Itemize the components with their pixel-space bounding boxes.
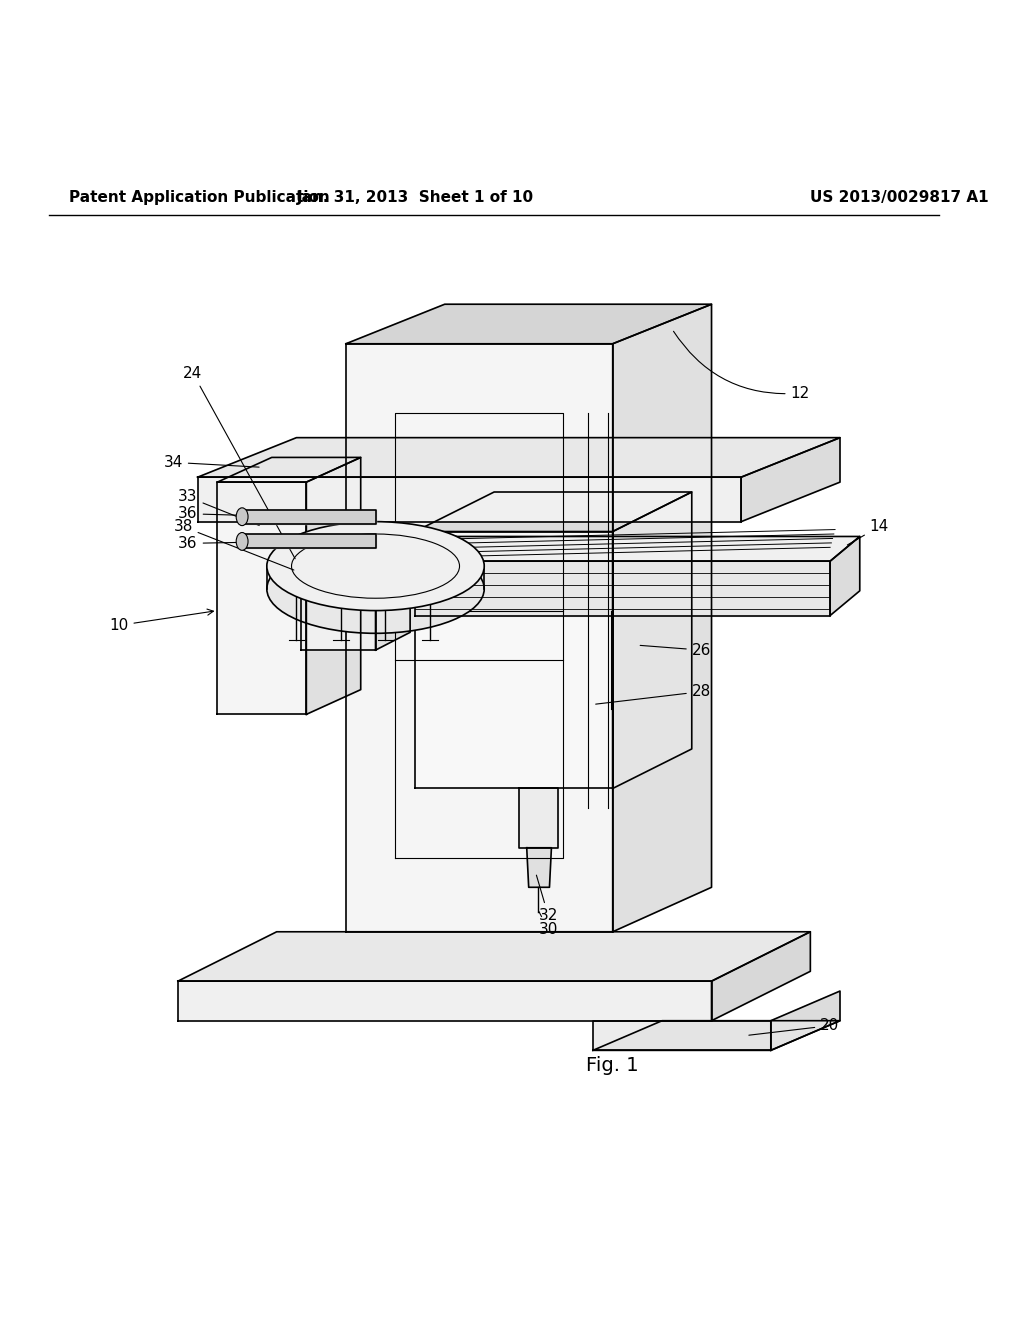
Text: 30: 30 (539, 912, 558, 937)
Ellipse shape (237, 532, 248, 550)
Polygon shape (301, 564, 411, 581)
Polygon shape (376, 564, 411, 651)
Text: 36: 36 (178, 507, 289, 521)
Polygon shape (346, 304, 712, 343)
Ellipse shape (237, 508, 248, 525)
Text: 34: 34 (164, 455, 259, 470)
Polygon shape (415, 561, 830, 615)
Polygon shape (242, 510, 376, 524)
Polygon shape (415, 536, 860, 561)
Polygon shape (526, 847, 552, 887)
Text: Patent Application Publication: Patent Application Publication (70, 190, 330, 205)
Polygon shape (712, 932, 810, 1020)
Text: Jan. 31, 2013  Sheet 1 of 10: Jan. 31, 2013 Sheet 1 of 10 (297, 190, 534, 205)
Text: 12: 12 (674, 331, 810, 401)
Polygon shape (593, 1020, 771, 1051)
Polygon shape (415, 492, 692, 532)
Polygon shape (612, 304, 712, 932)
Ellipse shape (267, 521, 484, 611)
Text: 33: 33 (178, 490, 259, 525)
Polygon shape (217, 482, 306, 714)
Polygon shape (771, 991, 840, 1051)
Polygon shape (198, 438, 840, 477)
Polygon shape (178, 932, 810, 981)
Polygon shape (198, 477, 741, 521)
Text: Fig. 1: Fig. 1 (587, 1056, 639, 1074)
Polygon shape (519, 788, 558, 847)
Text: 24: 24 (183, 366, 295, 558)
Ellipse shape (267, 544, 484, 634)
Polygon shape (306, 458, 360, 714)
Text: 36: 36 (178, 536, 289, 550)
Polygon shape (830, 536, 860, 615)
Polygon shape (217, 458, 360, 482)
Text: 28: 28 (596, 684, 711, 704)
Text: US 2013/0029817 A1: US 2013/0029817 A1 (810, 190, 989, 205)
Polygon shape (178, 981, 712, 1020)
Polygon shape (593, 1020, 840, 1051)
Polygon shape (741, 438, 840, 521)
Text: 32: 32 (537, 875, 558, 923)
Text: 14: 14 (847, 519, 889, 545)
Polygon shape (415, 532, 612, 788)
Text: 26: 26 (640, 643, 711, 657)
Text: 10: 10 (110, 609, 213, 632)
Text: 20: 20 (749, 1018, 840, 1035)
Polygon shape (242, 535, 376, 548)
Polygon shape (612, 492, 692, 788)
Polygon shape (301, 581, 376, 651)
Text: 38: 38 (173, 519, 294, 570)
Polygon shape (346, 343, 612, 932)
